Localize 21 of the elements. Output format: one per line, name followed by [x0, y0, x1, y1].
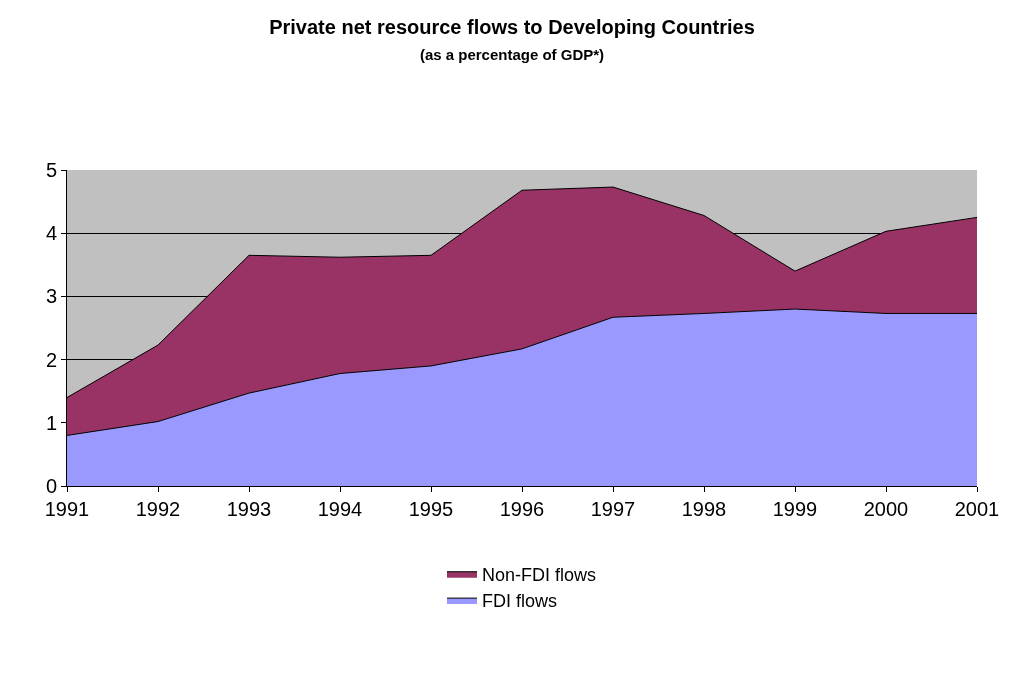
- y-tick-label: 5: [45, 159, 57, 181]
- x-tick-label: 1997: [590, 498, 636, 520]
- y-tick-label: 0: [45, 475, 57, 497]
- x-tick-label: 1992: [135, 498, 181, 520]
- y-tick-label: 1: [45, 411, 57, 434]
- x-tick-label: 1999: [772, 498, 818, 520]
- x-tick-label: 1996: [499, 498, 545, 520]
- y-tick-label: 2: [45, 348, 57, 371]
- legend-label: Non-FDI flows: [482, 564, 597, 585]
- x-tick-label: 1994: [317, 498, 363, 520]
- y-tick-label: 4: [45, 222, 57, 245]
- x-tick-label: 1993: [226, 498, 272, 520]
- x-tick-label: 1991: [44, 498, 90, 520]
- legend-label: FDI flows: [482, 591, 558, 612]
- x-tick-label: 2000: [863, 498, 909, 520]
- x-tick-label: 1995: [408, 498, 454, 520]
- chart-title: Private net resource flows to Developing Countries: [269, 16, 755, 39]
- x-tick-label: 1998: [681, 498, 727, 520]
- chart-subtitle: (as a percentage of GDP*): [419, 46, 605, 64]
- x-tick-label: 2001: [954, 498, 1000, 520]
- y-tick-label: 3: [45, 285, 57, 308]
